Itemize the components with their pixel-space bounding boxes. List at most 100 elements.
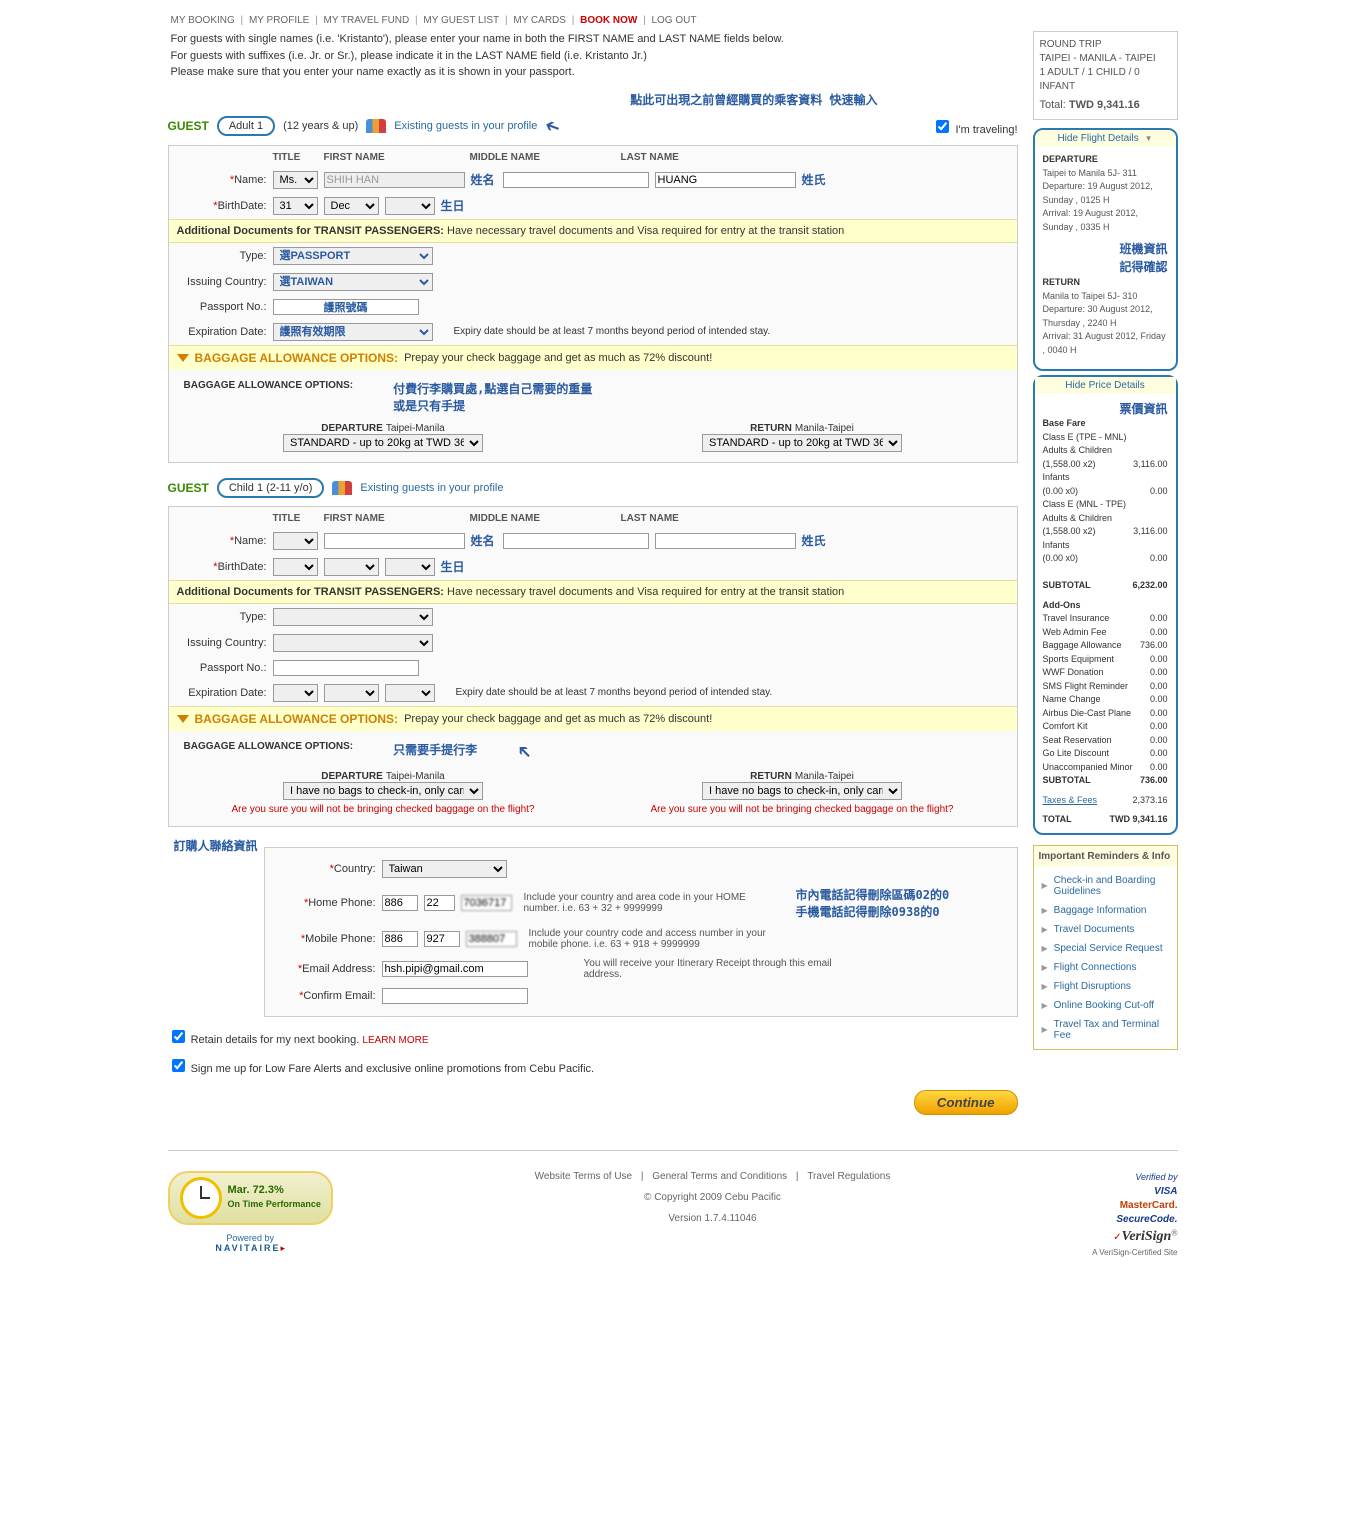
clock-icon [180, 1177, 222, 1219]
title-select[interactable] [273, 532, 318, 550]
arrow-icon: ▶ [1042, 925, 1048, 934]
hide-price-toggle[interactable]: Hide Price Details [1035, 377, 1176, 394]
arrow-icon: ▶ [1042, 1025, 1048, 1034]
title-select[interactable]: Ms. [273, 171, 318, 189]
doc-type-select[interactable]: 選PASSPORT [273, 247, 433, 265]
mob-num[interactable] [466, 931, 517, 947]
mob-area[interactable] [424, 931, 460, 947]
home-cc[interactable] [382, 895, 418, 911]
contact-form: *Country: Taiwan *Home Phone: Include yo… [264, 847, 1018, 1017]
nav-book-now[interactable]: BOOK NOW [580, 15, 637, 26]
reminder-item[interactable]: ▶Online Booking Cut-off [1034, 996, 1177, 1015]
bd-year[interactable] [385, 558, 435, 576]
reminder-item[interactable]: ▶Check-in and Boarding Guidelines [1034, 871, 1177, 901]
arrow-icon: ▶ [1042, 1001, 1048, 1010]
exp-date-select[interactable]: 護照有效期限 [273, 323, 433, 341]
exp-day[interactable] [273, 684, 318, 702]
country-select[interactable]: Taiwan [382, 860, 507, 878]
issuing-country-select[interactable] [273, 634, 433, 652]
home-area[interactable] [424, 895, 455, 911]
arrow-icon: ➔ [512, 738, 538, 764]
existing-guests-link[interactable]: Existing guests in your profile [394, 120, 537, 132]
guest-label: GUEST [168, 481, 209, 495]
middle-name-input[interactable] [503, 172, 649, 188]
arrow-icon: ▶ [1042, 982, 1048, 991]
first-name-input[interactable] [324, 172, 465, 188]
performance-badge: Mar. 72.3%On Time Performance [168, 1171, 333, 1225]
learn-more-link[interactable]: LEARN MORE [362, 1035, 428, 1046]
top-nav: MY BOOKING | MY PROFILE | MY TRAVEL FUND… [168, 10, 1178, 31]
reminder-item[interactable]: ▶Flight Disruptions [1034, 977, 1177, 996]
reminder-item[interactable]: ▶Baggage Information [1034, 901, 1177, 920]
alerts-checkbox[interactable] [172, 1059, 185, 1072]
dep-baggage-select[interactable]: STANDARD - up to 20kg at TWD 368.00 [283, 434, 483, 452]
trip-summary: ROUND TRIP TAIPEI - MANILA - TAIPEI 1 AD… [1033, 31, 1178, 120]
reminder-item[interactable]: ▶Special Service Request [1034, 939, 1177, 958]
footer-link[interactable]: Travel Regulations [807, 1171, 890, 1182]
taxes-link[interactable]: Taxes & Fees [1043, 794, 1098, 808]
reminder-item[interactable]: ▶Flight Connections [1034, 958, 1177, 977]
transit-notice: Additional Documents for TRANSIT PASSENG… [169, 580, 1017, 604]
dep-baggage-select[interactable]: I have no bags to check-in, only carry-o… [283, 782, 483, 800]
footer-link[interactable]: Website Terms of Use [535, 1171, 632, 1182]
continue-button[interactable]: Continue [914, 1090, 1018, 1115]
chevron-down-icon: ▼ [1145, 134, 1153, 143]
security-badges: Verified byVISA MasterCard.SecureCode. ✓… [1092, 1171, 1177, 1261]
ret-baggage-select[interactable]: I have no bags to check-in, only carry-o… [702, 782, 902, 800]
im-traveling-checkbox[interactable] [936, 120, 949, 133]
home-num[interactable] [461, 895, 512, 911]
adult-badge: Adult 1 [217, 116, 275, 136]
existing-guests-link[interactable]: Existing guests in your profile [360, 482, 503, 494]
passport-input[interactable] [273, 299, 419, 315]
exp-month[interactable] [324, 684, 379, 702]
reminder-item[interactable]: ▶Travel Documents [1034, 920, 1177, 939]
ret-baggage-select[interactable]: STANDARD - up to 20kg at TWD 368.00 [702, 434, 902, 452]
arrow-icon: ▶ [1042, 963, 1048, 972]
nav-fund[interactable]: MY TRAVEL FUND [323, 15, 409, 26]
exp-year[interactable] [385, 684, 435, 702]
nav-cards[interactable]: MY CARDS [513, 15, 566, 26]
last-name-input[interactable] [655, 172, 796, 188]
bd-month[interactable] [324, 558, 379, 576]
retain-checkbox[interactable] [172, 1030, 185, 1043]
nav-booking[interactable]: MY BOOKING [171, 15, 235, 26]
passport-input[interactable] [273, 660, 419, 676]
powered-by: Powered byNAVITAIRE▸ [168, 1233, 333, 1254]
arrow-icon: ➔ [542, 114, 563, 139]
first-name-input[interactable] [324, 533, 465, 549]
nav-profile[interactable]: MY PROFILE [249, 15, 309, 26]
nav-guest[interactable]: MY GUEST LIST [423, 15, 499, 26]
confirm-email-input[interactable] [382, 988, 528, 1004]
adult-age: (12 years & up) [283, 120, 358, 132]
last-name-input[interactable] [655, 533, 796, 549]
reminder-item[interactable]: ▶Travel Tax and Terminal Fee [1034, 1015, 1177, 1045]
arrow-icon: ▶ [1042, 944, 1048, 953]
email-input[interactable] [382, 961, 528, 977]
baggage-header[interactable]: BAGGAGE ALLOWANCE OPTIONS: Prepay your c… [169, 345, 1017, 370]
reminders-box: Important Reminders & Info ▶Check-in and… [1033, 845, 1178, 1050]
bd-month[interactable]: Dec [324, 197, 379, 215]
bd-year[interactable] [385, 197, 435, 215]
issuing-country-select[interactable]: 選TAIWAN [273, 273, 433, 291]
transit-notice: Additional Documents for TRANSIT PASSENG… [169, 219, 1017, 243]
baggage-header[interactable]: BAGGAGE ALLOWANCE OPTIONS: Prepay your c… [169, 706, 1017, 731]
nav-logout[interactable]: LOG OUT [651, 15, 696, 26]
doc-type-select[interactable] [273, 608, 433, 626]
flight-details: Hide Flight Details▼ DEPARTURE Taipei to… [1033, 128, 1178, 371]
arrow-icon: ▶ [1042, 906, 1048, 915]
mob-cc[interactable] [382, 931, 418, 947]
price-details: Hide Price Details 票價資訊 Base Fare Class … [1033, 375, 1178, 835]
people-icon[interactable] [332, 481, 352, 495]
bd-day[interactable] [273, 558, 318, 576]
footer-link[interactable]: General Terms and Conditions [652, 1171, 787, 1182]
bd-day[interactable]: 31 [273, 197, 318, 215]
hide-flight-toggle[interactable]: Hide Flight Details▼ [1035, 130, 1176, 147]
child-badge: Child 1 (2-11 y/o) [217, 478, 325, 498]
middle-name-input[interactable] [503, 533, 649, 549]
triangle-icon [177, 715, 189, 723]
triangle-icon [177, 354, 189, 362]
annotation: 點此可出現之前曾經購買的乘客資料 快速輸入 [630, 93, 877, 107]
guest-label: GUEST [168, 119, 209, 133]
adult-form: TITLE FIRST NAME MIDDLE NAME LAST NAME *… [168, 145, 1018, 463]
people-icon[interactable] [366, 119, 386, 133]
